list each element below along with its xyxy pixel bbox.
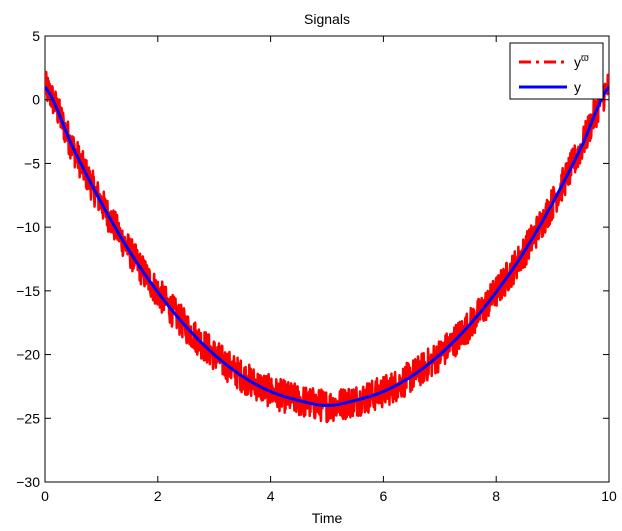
series-y-noisy-line [45,70,609,424]
y-tick-label: −10 [16,219,40,235]
legend-box [509,42,604,100]
axis-tick-labels: 0 2 4 6 8 10 −30 −25 −20 −15 −10 −5 0 5 [16,28,617,504]
y-tick-label: −30 [16,474,40,490]
y-tick-label: −5 [24,155,40,171]
x-tick-label: 6 [380,488,388,504]
x-tick-label: 4 [267,488,275,504]
y-tick-label: −25 [16,410,40,426]
x-axis-label: Time [312,510,343,526]
x-tick-label: 0 [41,488,49,504]
x-tick-label: 2 [154,488,162,504]
y-tick-label: 0 [32,92,40,108]
y-tick-label: −20 [16,347,40,363]
x-tick-label: 8 [492,488,500,504]
axis-ticks [44,35,610,483]
x-tick-label: 10 [601,488,617,504]
y-tick-label: −15 [16,283,40,299]
series-layer [45,70,609,424]
legend: yϖ y [509,42,604,100]
series-y-line [45,86,609,408]
legend-label-y-noisy: yϖ [574,53,589,70]
legend-label-y: y [574,79,581,95]
y-tick-label: 5 [32,28,40,44]
legend-superscript: ϖ [581,53,589,64]
chart-title: Signals [304,11,350,27]
